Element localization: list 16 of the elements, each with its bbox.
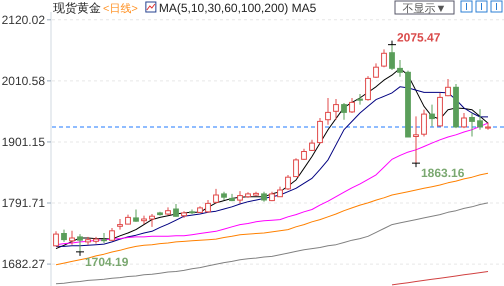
ytick: 2120.02: [2, 12, 45, 27]
point-annotation: 1863.16: [412, 162, 464, 180]
ytick: 1682.27: [2, 257, 45, 272]
annotation: 不显示▼: [402, 3, 446, 15]
annotation: MA(5,10,30,60,100,200) MA5: [158, 1, 316, 15]
annotation: 1704.19: [85, 254, 129, 269]
title: 现货黄金: [53, 1, 101, 15]
annotation: 2075.47: [397, 30, 441, 45]
ytick: 1901.15: [2, 134, 45, 149]
point-annotation: 1704.19: [76, 251, 128, 269]
button: 不显示▼: [394, 0, 454, 15]
point-annotation: 2075.47: [388, 30, 440, 46]
ytick: 2010.58: [2, 74, 45, 88]
subtitle: <日线>: [103, 3, 138, 15]
ytick: 1791.71: [2, 196, 45, 210]
annotation: 1863.16: [421, 166, 465, 180]
